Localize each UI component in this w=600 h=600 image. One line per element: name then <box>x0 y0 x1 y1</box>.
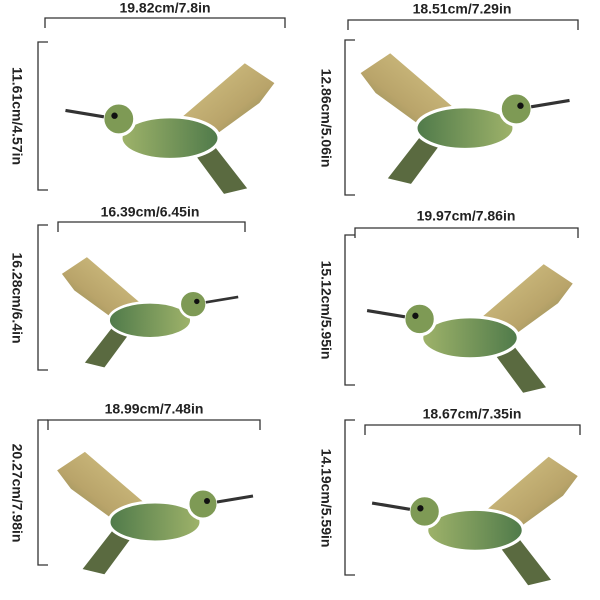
height-bracket <box>37 41 48 191</box>
height-label: 12.86cm/5.06in <box>318 69 334 168</box>
height-bracket <box>344 234 355 386</box>
height-label: 16.28cm/6.4in <box>9 252 25 343</box>
width-bracket <box>47 419 261 430</box>
bird-illustration <box>370 453 580 589</box>
width-label: 18.67cm/7.35in <box>423 406 522 422</box>
height-bracket <box>344 419 355 576</box>
height-bracket <box>344 39 355 196</box>
bird-illustration <box>356 49 572 188</box>
width-label: 19.82cm/7.8in <box>119 0 210 16</box>
width-label: 16.39cm/6.45in <box>101 204 200 220</box>
width-label: 19.97cm/7.86in <box>417 208 516 224</box>
height-bracket <box>37 224 48 371</box>
width-bracket <box>44 17 286 28</box>
height-label: 20.27cm/7.98in <box>9 444 25 543</box>
height-label: 14.19cm/5.59in <box>318 449 334 548</box>
height-bracket <box>37 419 48 566</box>
width-bracket <box>57 221 246 232</box>
bird-illustration <box>60 254 240 371</box>
width-bracket <box>347 19 579 30</box>
bird-illustration <box>63 59 279 198</box>
height-label: 15.12cm/5.95in <box>318 261 334 360</box>
height-label: 11.61cm/4.57in <box>9 67 25 165</box>
width-label: 18.51cm/7.29in <box>413 1 512 17</box>
width-label: 18.99cm/7.48in <box>105 401 204 417</box>
width-bracket <box>364 424 581 435</box>
bird-illustration <box>53 448 255 578</box>
bird-illustration <box>365 260 575 397</box>
width-bracket <box>354 227 579 238</box>
